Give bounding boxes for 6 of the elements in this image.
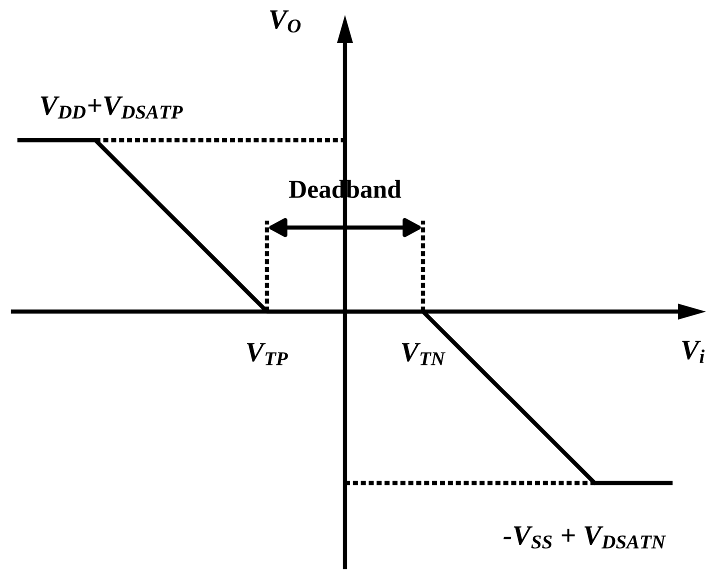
x-axis-title: V$_{i}$ [682, 340, 705, 363]
annotation: V$_{DD}$+V$_{DSATP}$ [40, 96, 183, 119]
y-axis-title: V$_{O}$ [270, 10, 301, 33]
x-tick-label: V$_{TP}$ [246, 343, 288, 366]
annotation: -V$_{SS}$ + V$_{DSATN}$ [504, 526, 666, 549]
x-tick-label: V$_{TN}$ [402, 343, 446, 366]
